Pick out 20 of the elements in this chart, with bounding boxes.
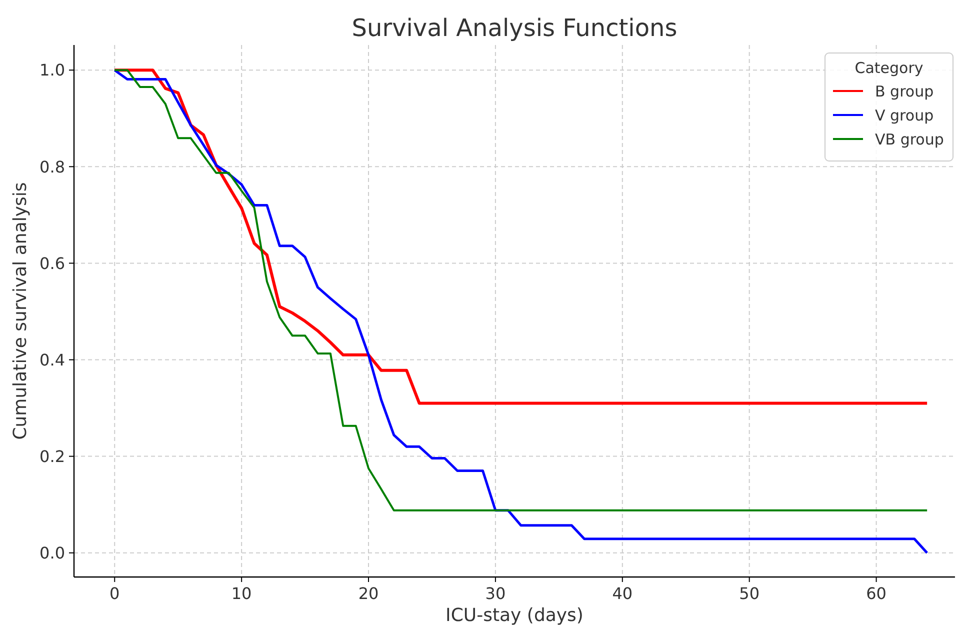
x-tick-label: 60: [866, 584, 886, 603]
y-axis-title: Cumulative survival analysis: [10, 182, 31, 440]
y-tick-label: 0.2: [40, 446, 65, 466]
legend-label: B group: [875, 82, 934, 100]
x-tick-label: 30: [485, 584, 506, 603]
y-tick-label: 0.0: [40, 543, 65, 562]
x-tick-label: 50: [739, 584, 760, 603]
x-tick-label: 10: [231, 584, 252, 603]
legend-title: Category: [854, 59, 924, 77]
chart-title: Survival Analysis Functions: [352, 14, 678, 42]
y-tick-label: 0.8: [40, 157, 65, 176]
y-tick-label: 0.4: [40, 350, 65, 370]
legend-label: VB group: [875, 130, 944, 148]
y-tick-label: 0.6: [40, 254, 65, 273]
y-tick-label: 1.0: [40, 60, 65, 80]
x-tick-label: 40: [612, 584, 633, 603]
x-tick-label: 0: [110, 584, 120, 603]
legend-label: V group: [875, 106, 934, 124]
x-tick-label: 20: [358, 584, 379, 603]
x-axis-title: ICU-stay (days): [446, 605, 584, 625]
